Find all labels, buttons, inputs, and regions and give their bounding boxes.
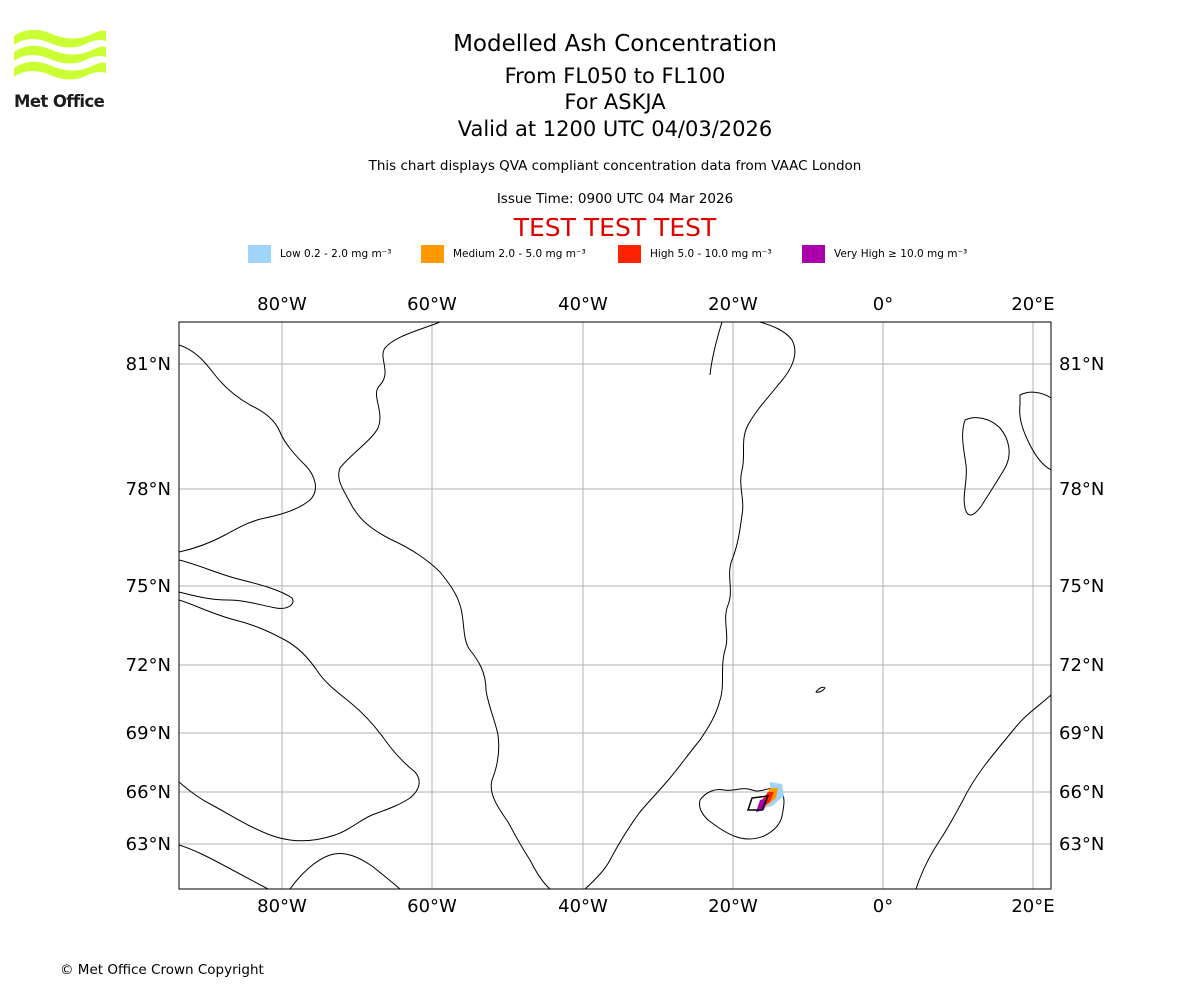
met-office-wave-icon — [14, 30, 106, 80]
lon-label-top-80w: 80°W — [257, 294, 307, 315]
lon-label-bottom-40w: 40°W — [558, 896, 608, 917]
lat-label-left-72n: 72°N — [126, 655, 171, 676]
chart-title: Modelled Ash Concentration — [453, 31, 777, 57]
lat-label-left-66n: 66°N — [126, 782, 171, 803]
legend-label-very-high: Very High ≥ 10.0 mg m⁻³ — [834, 248, 968, 260]
lon-labels-top: 80°W 60°W 40°W 20°W 0° 20°E — [257, 294, 1054, 315]
lon-label-bottom-60w: 60°W — [407, 896, 457, 917]
volcano-name: For ASKJA — [564, 90, 666, 114]
iceland-coast — [699, 787, 785, 840]
legend-swatch-high — [618, 245, 641, 263]
lat-label-right-69n: 69°N — [1059, 723, 1104, 744]
ellesmere-coast — [179, 344, 316, 553]
legend-label-high: High 5.0 - 10.0 mg m⁻³ — [650, 248, 772, 260]
lon-label-top-20e: 20°E — [1011, 294, 1054, 315]
qva-note: This chart displays QVA compliant concen… — [368, 158, 862, 174]
copyright-notice: © Met Office Crown Copyright — [60, 962, 264, 978]
lat-label-right-66n: 66°N — [1059, 782, 1104, 803]
legend-item-high: High 5.0 - 10.0 mg m⁻³ — [618, 244, 772, 264]
concentration-legend: Low 0.2 - 2.0 mg m⁻³ Medium 2.0 - 5.0 mg… — [0, 244, 1200, 264]
brand-name: Met Office — [14, 92, 105, 111]
valid-time: Valid at 1200 UTC 04/03/2026 — [457, 117, 773, 141]
map-gridlines — [179, 322, 1051, 889]
legend-label-low: Low 0.2 - 2.0 mg m⁻³ — [280, 248, 392, 260]
ash-polygon-outline — [746, 795, 770, 811]
met-office-logo: Met Office — [14, 30, 106, 112]
svalbard-coast — [962, 417, 1010, 516]
ash-plume — [746, 782, 784, 812]
baffin-island-coast — [179, 599, 420, 842]
norway-coast — [915, 694, 1051, 889]
legend-item-very-high: Very High ≥ 10.0 mg m⁻³ — [802, 244, 967, 264]
lon-label-bottom-80w: 80°W — [257, 896, 307, 917]
flight-levels: From FL050 to FL100 — [504, 64, 726, 88]
jan-mayen-coast — [815, 686, 826, 693]
legend-swatch-medium — [421, 245, 444, 263]
lat-labels-right: 81°N 78°N 75°N 72°N 69°N 66°N 63°N — [1059, 354, 1104, 855]
lat-label-right-72n: 72°N — [1059, 655, 1104, 676]
lon-label-top-60w: 60°W — [407, 294, 457, 315]
lat-label-left-69n: 69°N — [126, 723, 171, 744]
lat-label-right-75n: 75°N — [1059, 576, 1104, 597]
lat-label-right-78n: 78°N — [1059, 479, 1104, 500]
lat-label-right-63n: 63°N — [1059, 834, 1104, 855]
greenland-fjord-ne — [709, 322, 723, 376]
hudson-shore — [179, 844, 269, 889]
lon-label-bottom-20e: 20°E — [1011, 896, 1054, 917]
lon-label-bottom-0: 0° — [873, 896, 893, 917]
legend-item-low: Low 0.2 - 2.0 mg m⁻³ — [248, 244, 391, 264]
lon-label-top-20w: 20°W — [708, 294, 758, 315]
lat-labels-left: 81°N 78°N 75°N 72°N 69°N 66°N 63°N — [126, 354, 171, 855]
labrador-coast — [289, 852, 401, 889]
legend-swatch-very-high — [802, 245, 825, 263]
coastlines — [179, 322, 1051, 889]
lat-label-right-81n: 81°N — [1059, 354, 1104, 375]
legend-label-medium: Medium 2.0 - 5.0 mg m⁻³ — [453, 248, 586, 260]
map-frame — [178, 321, 1052, 890]
lat-label-left-63n: 63°N — [126, 834, 171, 855]
greenland-coast — [338, 322, 796, 889]
lon-label-top-40w: 40°W — [558, 294, 608, 315]
lat-label-left-78n: 78°N — [126, 479, 171, 500]
devon-island-coast — [179, 559, 294, 609]
issue-time: Issue Time: 0900 UTC 04 Mar 2026 — [496, 191, 734, 207]
legend-swatch-low — [248, 245, 271, 263]
test-banner: TEST TEST TEST — [513, 213, 717, 242]
lat-label-left-75n: 75°N — [126, 576, 171, 597]
lon-labels-bottom: 80°W 60°W 40°W 20°W 0° 20°E — [257, 896, 1054, 917]
lat-label-left-81n: 81°N — [126, 354, 171, 375]
lon-label-top-0: 0° — [873, 294, 893, 315]
svalbard-ne-coast — [1019, 391, 1051, 471]
legend-item-medium: Medium 2.0 - 5.0 mg m⁻³ — [421, 244, 586, 264]
lon-label-bottom-20w: 20°W — [708, 896, 758, 917]
